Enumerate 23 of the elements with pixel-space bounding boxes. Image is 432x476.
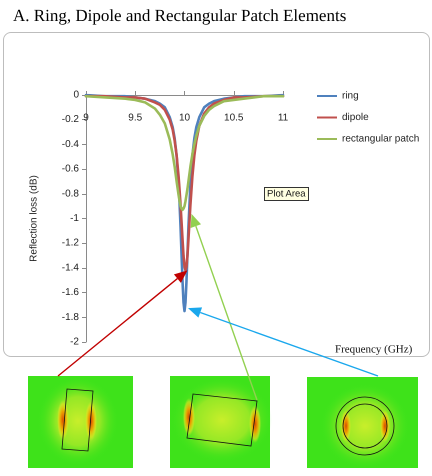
y-tick-label: -0.6	[62, 164, 80, 175]
y-tick-label: -2	[70, 336, 80, 348]
x-axis-title: Frequency (GHz)	[335, 344, 413, 356]
y-axis-title: Reflection loss (dB)	[28, 175, 40, 262]
x-tick-label: 11	[278, 112, 289, 124]
legend-label: rectangular patch	[342, 134, 420, 144]
legend-label: ring	[342, 90, 359, 102]
y-tick-label: -0.2	[62, 114, 80, 126]
y-tick-label: -0.8	[62, 188, 80, 200]
y-tick-label: -1.8	[62, 312, 80, 323]
x-tick-label: 9	[83, 112, 90, 124]
x-tick-label: 9.5	[128, 112, 143, 124]
y-tick-label: 0	[73, 90, 80, 100]
y-tick-label: -1	[70, 213, 80, 224]
x-tick-label: 10.5	[224, 112, 244, 124]
chart-title: A. Ring, Dipole and Rectangular Patch Elements	[13, 6, 346, 25]
y-tick-label: -1.6	[62, 287, 80, 298]
y-tick-label: -1.4	[62, 262, 80, 274]
annotation: Plot Area	[267, 188, 306, 200]
y-tick-label: -0.4	[62, 138, 80, 150]
x-tick-label: 10	[178, 112, 190, 124]
legend-label: dipole	[342, 112, 370, 123]
y-tick-label: -1.2	[62, 238, 80, 249]
